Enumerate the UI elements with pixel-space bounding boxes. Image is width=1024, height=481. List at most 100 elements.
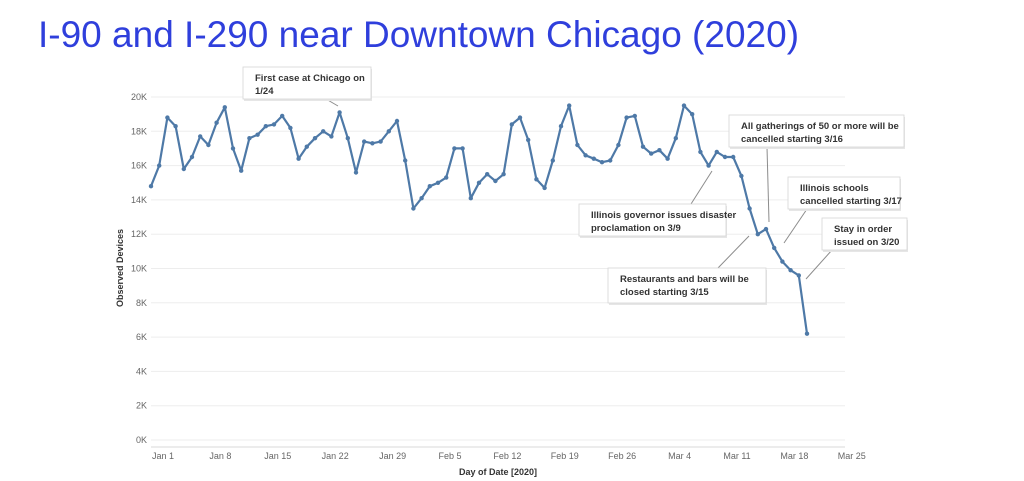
data-point xyxy=(263,124,268,129)
x-tick-label: Mar 25 xyxy=(838,451,866,461)
data-point xyxy=(632,113,637,119)
data-point xyxy=(239,168,244,173)
annotation-leader-line xyxy=(690,170,713,205)
data-point xyxy=(788,268,793,273)
data-point xyxy=(394,118,400,124)
x-tick-label: Jan 29 xyxy=(379,451,406,461)
x-tick-label: Mar 18 xyxy=(780,451,808,461)
x-tick-label: Mar 11 xyxy=(723,451,750,461)
annotation-text: Restaurants and bars will be xyxy=(620,274,749,285)
annotations: First case at Chicago on 1/24 Illinois gov… xyxy=(242,66,908,305)
data-point xyxy=(345,136,350,141)
data-point xyxy=(780,259,785,264)
annotation-box xyxy=(787,176,901,210)
data-point xyxy=(501,172,506,177)
annotation-text: Illinois governor issues disaster xyxy=(591,210,736,221)
data-point xyxy=(665,156,670,161)
data-point xyxy=(181,166,186,172)
y-tick-label: 2K xyxy=(136,401,147,411)
data-point xyxy=(288,125,293,131)
data-point xyxy=(722,154,728,160)
data-point xyxy=(165,115,170,120)
data-point xyxy=(280,113,285,119)
x-tick-label: Jan 22 xyxy=(322,451,349,461)
data-point xyxy=(312,136,318,141)
y-tick-label: 16K xyxy=(131,161,147,171)
y-tick-label: 18K xyxy=(131,126,147,136)
data-point xyxy=(657,148,662,153)
x-tick-label: Jan 15 xyxy=(264,451,291,461)
data-point xyxy=(386,129,391,134)
annotation-box xyxy=(242,66,372,100)
x-tick-label: Feb 5 xyxy=(438,451,461,461)
data-point xyxy=(230,146,236,151)
annotation: All gatherings of 50 or more will be canc… xyxy=(728,114,905,223)
data-point xyxy=(575,142,580,148)
y-tick-label: 8K xyxy=(136,298,147,308)
data-point xyxy=(690,112,695,117)
data-point xyxy=(255,132,260,137)
y-tick-label: 0K xyxy=(136,435,147,445)
data-point xyxy=(509,122,514,127)
data-point xyxy=(435,180,441,185)
x-tick-label: Feb 12 xyxy=(493,451,521,461)
data-point xyxy=(616,142,621,148)
data-point xyxy=(378,139,383,144)
data-point xyxy=(189,154,195,160)
data-point xyxy=(698,149,703,155)
annotation-text: proclamation on 3/9 xyxy=(591,223,681,234)
x-tick-label: Feb 19 xyxy=(551,451,579,461)
data-point xyxy=(271,122,277,127)
annotation: Illinois schools cancelled starting 3/17 xyxy=(783,176,902,244)
data-point xyxy=(567,103,572,108)
data-point xyxy=(148,184,154,189)
annotation: Illinois governor issues disaster proclam… xyxy=(578,170,736,238)
data-point xyxy=(214,120,219,125)
annotation-text: issued on 3/20 xyxy=(834,237,899,248)
annotation-leader-line xyxy=(805,249,833,280)
page-title: I-90 and I-290 near Downtown Chicago (20… xyxy=(38,14,800,55)
y-tick-label: 12K xyxy=(131,229,147,239)
annotation-text: First case at Chicago on xyxy=(255,73,365,84)
data-point xyxy=(706,163,711,168)
x-tick-label: Mar 4 xyxy=(668,451,691,461)
annotation-box xyxy=(728,114,905,148)
annotation-box xyxy=(607,267,767,304)
annotation: Restaurants and bars will be closed start… xyxy=(607,235,767,305)
y-tick-label: 4K xyxy=(136,366,147,376)
annotation-text: All gatherings of 50 or more will be xyxy=(741,121,899,132)
annotation-text: closed starting 3/15 xyxy=(620,287,709,298)
data-point xyxy=(411,206,416,211)
data-point xyxy=(353,170,359,175)
data-point xyxy=(542,185,547,191)
data-point xyxy=(649,151,654,156)
annotation-box xyxy=(821,217,908,251)
data-point xyxy=(173,124,178,129)
data-point xyxy=(599,160,605,165)
data-point xyxy=(337,110,342,115)
data-point xyxy=(731,154,736,160)
data-point xyxy=(296,156,301,161)
data-point xyxy=(796,273,801,278)
y-tick-label: 10K xyxy=(131,264,147,274)
y-axis-title: Observed Devices xyxy=(115,229,125,307)
axes: 0K 2K 4K 6K 8K 10K 12K 14K 16K 18K 20K Jan 1 Jan 8 Ja… xyxy=(115,92,866,477)
data-point xyxy=(321,129,326,134)
annotation: First case at Chicago on 1/24 xyxy=(242,66,372,107)
data-point xyxy=(157,163,162,168)
annotation-text: 1/24 xyxy=(255,86,274,97)
data-point xyxy=(198,134,203,139)
data-point xyxy=(304,144,309,149)
data-point xyxy=(714,149,719,155)
annotation-leader-line xyxy=(717,235,750,269)
data-point xyxy=(526,137,531,143)
data-point xyxy=(206,142,211,148)
data-point xyxy=(747,206,752,211)
annotation-leader-line xyxy=(783,208,808,244)
data-point xyxy=(763,226,769,232)
data-point xyxy=(444,175,449,180)
annotation-leader-line xyxy=(766,146,770,223)
data-point xyxy=(403,158,408,163)
data-point xyxy=(624,115,629,120)
